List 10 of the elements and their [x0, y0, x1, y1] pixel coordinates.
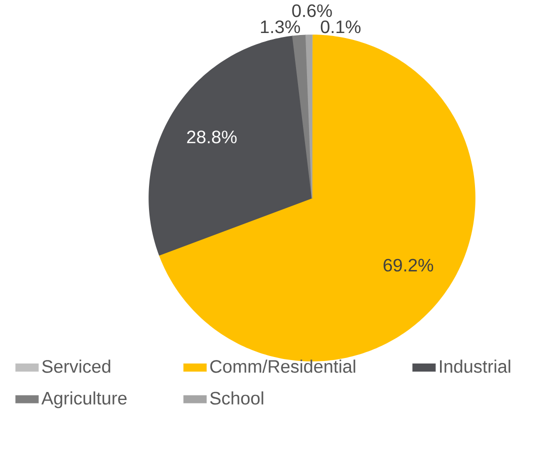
data-label: 28.8% [187, 130, 237, 144]
data-label: 69.2% [384, 258, 434, 272]
data-label: 0.6% [292, 4, 332, 18]
data-label: 1.3% [260, 20, 300, 34]
legend-label: Comm/Residential [210, 360, 356, 373]
legend-label: Industrial [440, 360, 510, 373]
data-label: 0.1% [320, 20, 361, 34]
legend-label: School [210, 391, 264, 405]
legend-label: Agriculture [41, 391, 127, 408]
legend-label: Serviced [42, 360, 110, 373]
